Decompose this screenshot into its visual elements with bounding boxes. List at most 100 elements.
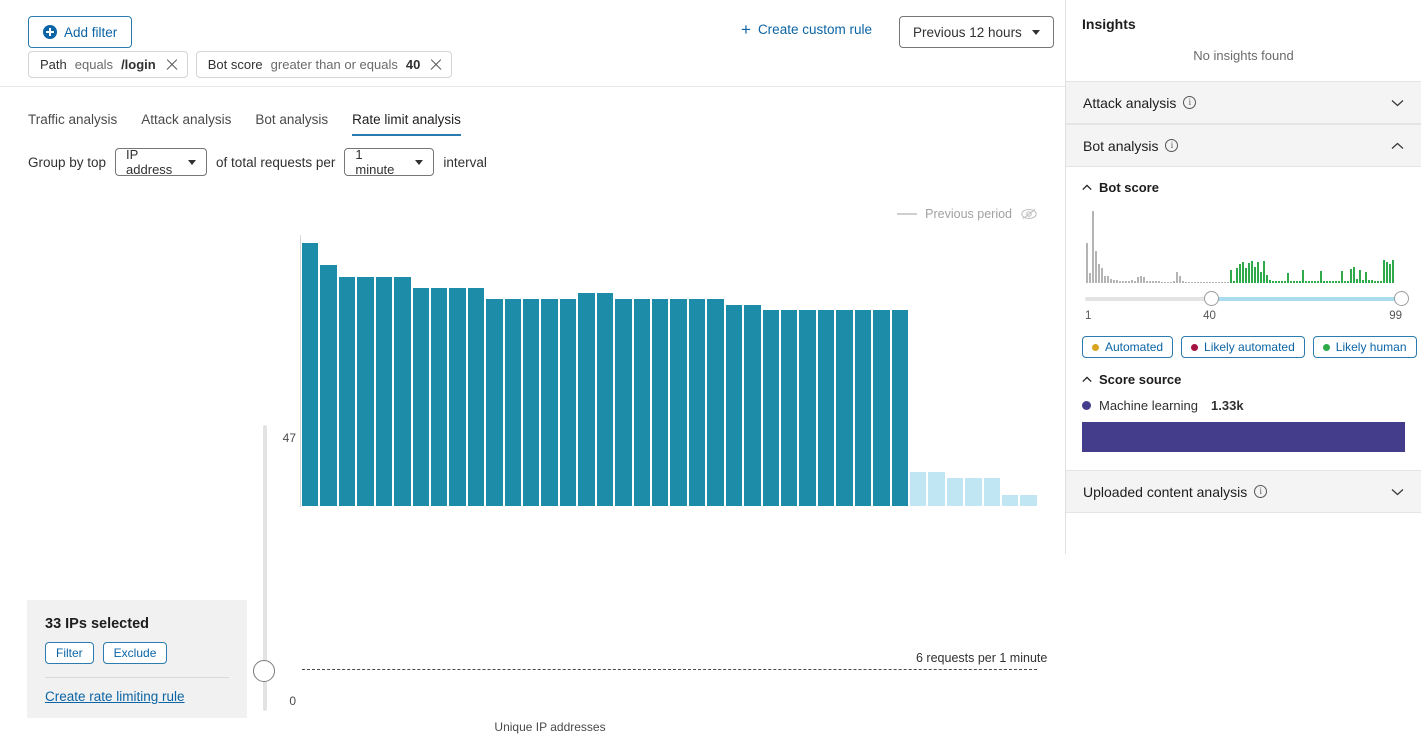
add-filter-button[interactable]: Add filter: [28, 16, 133, 48]
exclude-button[interactable]: Exclude: [102, 642, 168, 664]
chart-bar[interactable]: [1020, 494, 1037, 506]
chart-bar[interactable]: [817, 310, 835, 506]
chart-bar[interactable]: [725, 304, 743, 506]
range-max-label: 99: [1389, 310, 1402, 322]
chevron-up-icon[interactable]: [1391, 142, 1404, 150]
score-source-subheading[interactable]: Score source: [1082, 372, 1405, 387]
histogram-bar: [1278, 280, 1280, 283]
chevron-down-icon[interactable]: [1391, 488, 1404, 496]
chart-bar[interactable]: [909, 472, 927, 506]
histogram-bar: [1350, 269, 1352, 283]
eye-off-icon[interactable]: [1020, 208, 1038, 220]
chart-bar[interactable]: [357, 276, 374, 506]
histogram-bar: [1110, 278, 1112, 283]
chart-bar[interactable]: [320, 265, 337, 506]
chart-bar[interactable]: [799, 310, 816, 506]
info-icon[interactable]: i: [1254, 485, 1268, 498]
chart-bar[interactable]: [430, 287, 448, 506]
chart-bar[interactable]: [504, 298, 522, 506]
chart-bar[interactable]: [394, 276, 411, 506]
chart-bar[interactable]: [891, 310, 908, 506]
histogram-bar: [1251, 260, 1253, 283]
chart-bar[interactable]: [302, 243, 319, 506]
section-uploaded-content-analysis[interactable]: Uploaded content analysis i: [1066, 470, 1421, 513]
chart-bar[interactable]: [449, 287, 466, 506]
chart-bar[interactable]: [965, 478, 982, 506]
tab-rate-limit-analysis[interactable]: Rate limit analysis: [352, 112, 461, 136]
chevron-down-icon[interactable]: [1391, 99, 1404, 107]
threshold-slider-handle[interactable]: [253, 660, 275, 682]
chart-bar[interactable]: [928, 472, 945, 506]
chart-bar[interactable]: [541, 298, 558, 506]
legend-pill-automated[interactable]: Automated: [1082, 336, 1174, 358]
range-slider-min-handle[interactable]: [1204, 291, 1220, 306]
range-slider-max-handle[interactable]: [1394, 291, 1409, 306]
section-attack-analysis[interactable]: Attack analysis i: [1066, 81, 1421, 124]
histogram-bar: [1320, 271, 1322, 283]
tab-bot-analysis[interactable]: Bot analysis: [255, 112, 329, 127]
info-icon[interactable]: i: [1165, 139, 1179, 152]
chart-bar[interactable]: [744, 304, 761, 506]
histogram-bar: [1353, 267, 1355, 283]
filter-chip-path[interactable]: Path equals /login: [28, 51, 188, 78]
histogram-bar: [1236, 268, 1238, 283]
chart-bar[interactable]: [854, 310, 872, 506]
legend-pill-likely-human[interactable]: Likely human: [1312, 336, 1417, 358]
close-icon[interactable]: [430, 59, 442, 71]
histogram-bar: [1299, 280, 1301, 283]
create-rate-limiting-rule-link[interactable]: Create rate limiting rule: [45, 689, 185, 704]
filter-chip-bot-score[interactable]: Bot score greater than or equals 40: [195, 51, 453, 78]
bot-score-subheading[interactable]: Bot score: [1082, 180, 1405, 195]
section-label: Attack analysis: [1083, 94, 1177, 111]
histogram-bar: [1362, 279, 1364, 283]
chart-bar[interactable]: [578, 293, 595, 506]
filter-button[interactable]: Filter: [45, 642, 94, 664]
interval-select[interactable]: 1 minute: [344, 147, 435, 177]
chart-bar[interactable]: [670, 298, 687, 506]
filter-bar: Add filter Path equals /login Bot score …: [0, 0, 1065, 87]
chevron-down-icon: [188, 159, 197, 165]
section-label: Uploaded content analysis: [1083, 483, 1248, 500]
time-range-select[interactable]: Previous 12 hours: [899, 16, 1054, 48]
tab-attack-analysis[interactable]: Attack analysis: [141, 112, 232, 127]
histogram-bar: [1305, 280, 1307, 283]
chart-bar[interactable]: [633, 298, 651, 506]
info-icon[interactable]: i: [1183, 96, 1197, 109]
chart-bar[interactable]: [467, 287, 485, 506]
previous-period-legend[interactable]: Previous period: [897, 207, 1038, 221]
chart-bar[interactable]: [559, 298, 577, 506]
chart-bar[interactable]: [762, 310, 779, 506]
chart-bar[interactable]: [836, 310, 853, 506]
chart-bar[interactable]: [873, 310, 890, 506]
chart-bar[interactable]: [688, 298, 706, 506]
chart-bar[interactable]: [707, 298, 724, 506]
histogram-bar: [1176, 272, 1178, 283]
chart-bar[interactable]: [615, 298, 632, 506]
chart-bar[interactable]: [596, 293, 614, 506]
chart-bar[interactable]: [1002, 494, 1019, 506]
threshold-slider[interactable]: [253, 425, 275, 711]
chart-bar[interactable]: [652, 298, 669, 506]
chart-bar[interactable]: [412, 287, 429, 506]
chart-bar[interactable]: [523, 298, 540, 506]
chart-bar[interactable]: [486, 298, 503, 506]
chart-bar[interactable]: [946, 478, 964, 506]
close-icon[interactable]: [166, 59, 178, 71]
histogram-bar: [1164, 281, 1166, 283]
chart-bar[interactable]: [983, 478, 1001, 506]
group-by-dimension-select[interactable]: IP address: [115, 147, 208, 177]
bot-score-range-slider[interactable]: [1085, 290, 1409, 308]
histogram-bar: [1116, 279, 1118, 283]
chart-bar[interactable]: [780, 310, 798, 506]
chart-y-axis: [300, 235, 301, 507]
bar-series[interactable]: [302, 243, 1037, 506]
chevron-down-icon: [1031, 29, 1040, 35]
chart-bar[interactable]: [375, 276, 393, 506]
tab-traffic-analysis[interactable]: Traffic analysis: [28, 112, 118, 127]
chart-bar[interactable]: [338, 276, 356, 506]
rate-limit-analysis-page: Add filter Path equals /login Bot score …: [0, 0, 1421, 554]
section-bot-analysis[interactable]: Bot analysis i: [1066, 124, 1421, 167]
create-custom-rule-button[interactable]: + Create custom rule: [741, 21, 872, 38]
legend-pill-likely-automated[interactable]: Likely automated: [1181, 336, 1305, 358]
group-by-middle-label: of total requests per: [216, 154, 336, 170]
